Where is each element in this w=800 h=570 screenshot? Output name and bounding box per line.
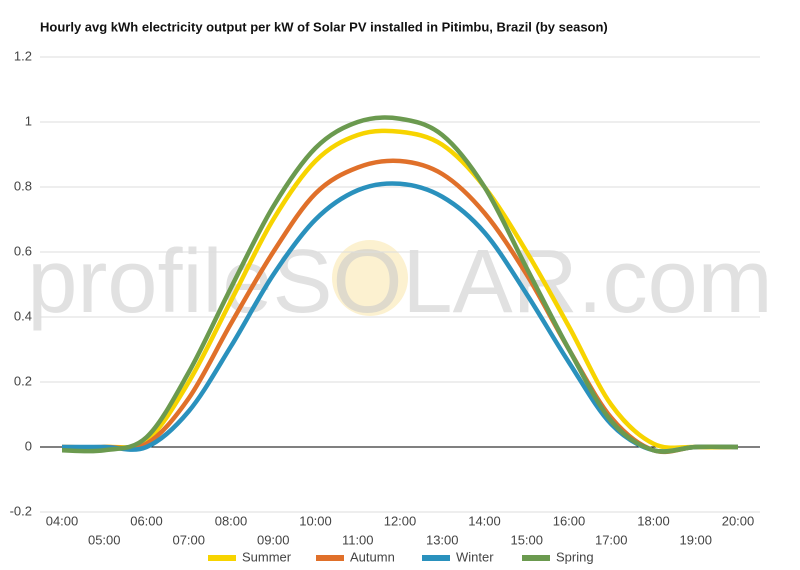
chart-title: Hourly avg kWh electricity output per kW…: [40, 19, 608, 34]
x-tick-label: 07:00: [172, 532, 205, 547]
y-tick-label: 0: [25, 438, 32, 453]
legend-label: Autumn: [350, 549, 395, 564]
series-line: [61, 115, 739, 454]
series-line: [61, 128, 739, 451]
x-tick-label: 19:00: [679, 532, 712, 547]
legend-label: Winter: [456, 549, 494, 564]
y-tick-label: 0.8: [14, 178, 32, 193]
x-tick-label: 20:00: [722, 513, 755, 528]
legend-label: Summer: [242, 549, 292, 564]
legend-swatch: [522, 555, 550, 561]
y-tick-label: 0.6: [14, 243, 32, 258]
x-tick-label: 18:00: [637, 513, 670, 528]
x-tick-label: 14:00: [468, 513, 501, 528]
legend-label: Spring: [556, 549, 594, 564]
y-tick-label: 0.2: [14, 373, 32, 388]
x-tick-label: 15:00: [510, 532, 543, 547]
x-tick-label: 04:00: [46, 513, 79, 528]
y-tick-label: -0.2: [10, 503, 32, 518]
x-tick-label: 13:00: [426, 532, 459, 547]
watermark: profileSOLAR.com: [27, 232, 772, 332]
x-tick-label: 11:00: [342, 532, 374, 547]
x-tick-label: 17:00: [595, 532, 628, 547]
x-tick-label: 16:00: [553, 513, 586, 528]
legend-swatch: [422, 555, 450, 561]
y-tick-label: 0.4: [14, 308, 32, 323]
x-tick-label: 10:00: [299, 513, 332, 528]
x-tick-label: 08:00: [215, 513, 248, 528]
x-tick-label: 05:00: [88, 532, 121, 547]
x-tick-label: 06:00: [130, 513, 163, 528]
watermark-sun: [332, 240, 408, 316]
x-tick-label: 12:00: [384, 513, 417, 528]
y-tick-label: 1.2: [14, 48, 32, 63]
y-tick-label: 1: [25, 113, 32, 128]
legend-swatch: [208, 555, 236, 561]
x-tick-label: 09:00: [257, 532, 290, 547]
legend-swatch: [316, 555, 344, 561]
